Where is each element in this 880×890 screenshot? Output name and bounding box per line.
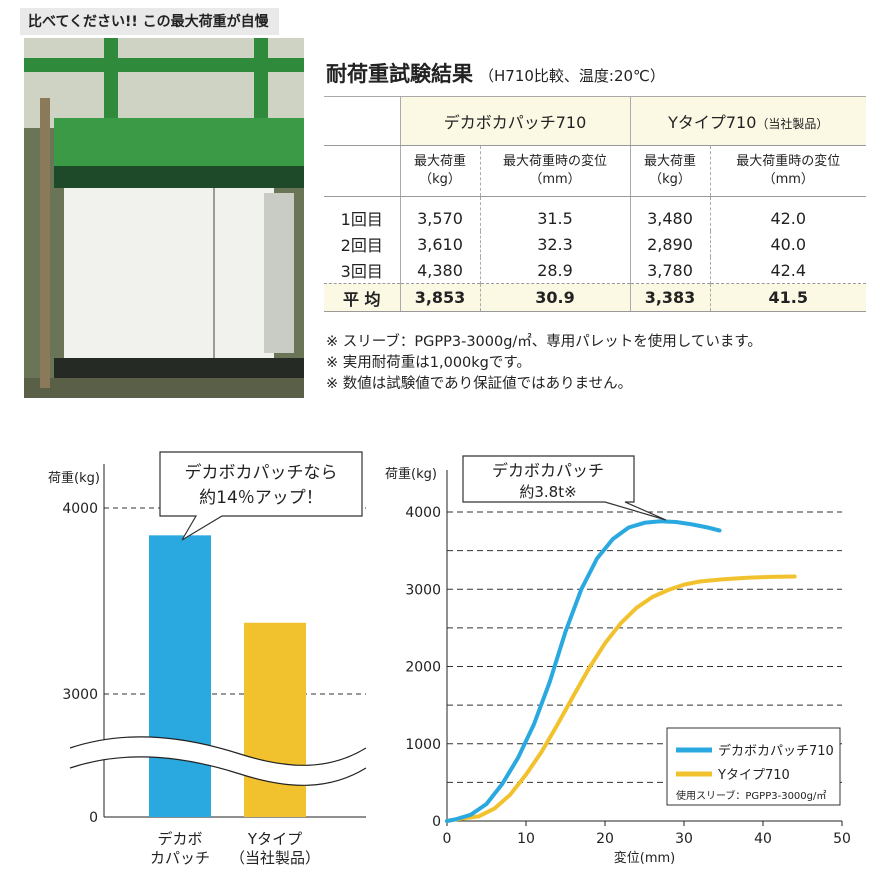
table-cell: 41.5 xyxy=(709,283,866,312)
table-cell: 30.9 xyxy=(479,283,630,312)
section-title: 耐荷重試験結果 （H710比較、温度:20℃） xyxy=(326,58,665,88)
y-tick-label: 0 xyxy=(89,810,98,826)
table-corner-2 xyxy=(324,145,400,197)
table-cell: 4,380 xyxy=(399,257,480,284)
table-cell: 3,610 xyxy=(399,231,480,257)
y-tick-label: 0 xyxy=(432,814,441,830)
table-cell: 32.3 xyxy=(479,231,630,257)
note-item: ※ 数値は試験値であり保証値ではありません。 xyxy=(326,376,633,392)
note-item: ※ スリーブ：PGPP3-3000g/㎡、専用パレットを使用しています。 xyxy=(326,334,762,350)
x-tick-label: 20 xyxy=(596,831,614,847)
col-group-label: Yタイプ710 xyxy=(668,113,757,132)
row-label: 3回目 xyxy=(340,262,383,281)
subheader-cell: 最大荷重 （kg） xyxy=(629,145,710,197)
legend-label: デカボカパッチ710 xyxy=(718,743,834,759)
x-tick-label: 50 xyxy=(833,831,851,847)
subheader-cell: 最大荷重 （kg） xyxy=(399,145,480,197)
table-cell: 3,853 xyxy=(399,283,480,312)
y-tick-label: 4000 xyxy=(62,501,98,517)
table-corner xyxy=(324,96,400,146)
x-tick-label: 0 xyxy=(443,831,452,847)
table-cell: 31.5 xyxy=(479,196,630,231)
table-subheader-row: 最大荷重 （kg） 最大荷重時の変位 （mm） 最大荷重 （kg） 最大荷重時の変位（… xyxy=(324,145,866,197)
callout-text: デカボカパッチなら xyxy=(185,462,338,483)
table-row: 3回目 4,380 28.9 3,780 42.4 xyxy=(324,257,866,284)
legend-note: 使用スリーブ：PGPP3-3000g/㎡ xyxy=(676,789,826,802)
top-banner: 比べてください!! この最大荷重が自慢 xyxy=(20,8,279,35)
x-tick-label: 30 xyxy=(675,831,693,847)
callout-text: 約14％アップ！ xyxy=(199,488,323,508)
table-cell: 3,780 xyxy=(629,257,710,284)
subheader-cell: 最大荷重時の変位 （mm） xyxy=(479,145,630,197)
table-header-row: デカボカパッチ710 Yタイプ710（当社製品） xyxy=(324,96,866,146)
table-cell: 42.4 xyxy=(709,257,866,284)
section-subtitle: （H710比較、温度:20℃） xyxy=(479,67,665,85)
legend-box xyxy=(666,727,841,806)
table-cell: 42.0 xyxy=(709,196,866,231)
axis-break-line xyxy=(69,756,367,786)
axis-break-line xyxy=(69,736,367,766)
y-tick-label: 4000 xyxy=(405,505,441,521)
x-tick-label: Yタイプ xyxy=(247,830,302,848)
y-tick-label: 3000 xyxy=(62,687,98,703)
x-axis-label: 変位(mm) xyxy=(614,850,675,866)
table-row: 2回目 3,610 32.3 2,890 40.0 xyxy=(324,231,866,257)
row-label: 平 均 xyxy=(324,283,400,312)
table-row: 1回目 3,570 31.5 3,480 42.0 xyxy=(324,196,866,231)
note-item: ※ 実用耐荷重は1,000kgです。 xyxy=(326,355,531,371)
callout-text: デカボカパッチ xyxy=(492,461,604,480)
col-group-suffix: （当社製品） xyxy=(756,117,829,131)
table-cell: 3,480 xyxy=(629,196,710,231)
col-group-dekabo: デカボカパッチ710 xyxy=(399,96,630,146)
x-tick-label: 10 xyxy=(517,831,535,847)
x-tick-label: 40 xyxy=(754,831,772,847)
callout-box xyxy=(462,455,667,521)
series-line xyxy=(445,574,797,823)
test-photo xyxy=(24,38,304,398)
y-axis-label: 荷重(kg) xyxy=(48,470,100,486)
col-group-label: デカボカパッチ710 xyxy=(443,113,587,132)
section-title-text: 耐荷重試験結果 xyxy=(326,62,473,86)
table-cell: 28.9 xyxy=(479,257,630,284)
x-tick-label: （当社製品） xyxy=(230,849,320,867)
y-tick-label: 3000 xyxy=(405,582,441,598)
legend-label: Yタイプ710 xyxy=(717,768,790,783)
axis-break xyxy=(70,736,366,786)
bar xyxy=(244,622,306,817)
series-line xyxy=(445,519,722,823)
callout-text: 約3.8t※ xyxy=(519,483,576,501)
table-cell: 3,570 xyxy=(399,196,480,231)
table-average-row: 平 均 3,853 30.9 3,383 41.5 xyxy=(324,283,866,312)
y-tick-label: 1000 xyxy=(405,737,441,753)
table-cell: 3,383 xyxy=(629,283,710,312)
callout-box xyxy=(159,451,363,541)
x-tick-label: デカボ xyxy=(157,830,202,848)
table-cell: 2,890 xyxy=(629,231,710,257)
subheader-cell: 最大荷重時の変位 （mm） xyxy=(709,145,866,197)
results-table: デカボカパッチ710 Yタイプ710（当社製品） 最大荷重 （kg） 最大荷重時の… xyxy=(324,96,866,312)
y-tick-label: 2000 xyxy=(405,660,441,676)
row-label: 2回目 xyxy=(340,236,383,255)
table-cell: 40.0 xyxy=(709,231,866,257)
notes: ※ スリーブ：PGPP3-3000g/㎡、専用パレットを使用しています。 ※ 実… xyxy=(326,332,762,395)
x-tick-label: カパッチ xyxy=(150,849,210,867)
y-axis-label: 荷重(kg) xyxy=(385,466,437,482)
row-label: 1回目 xyxy=(340,210,383,229)
bar xyxy=(149,535,211,817)
col-group-ytype: Yタイプ710（当社製品） xyxy=(629,96,866,146)
